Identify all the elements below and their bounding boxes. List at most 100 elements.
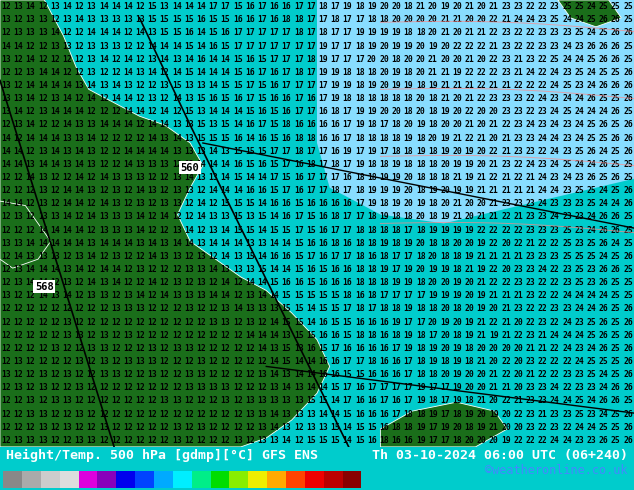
Text: 12: 12 (123, 42, 133, 50)
Text: 12: 12 (148, 212, 157, 221)
Text: 16: 16 (245, 15, 255, 24)
Text: 15: 15 (306, 436, 316, 445)
Text: 18: 18 (452, 252, 462, 261)
Text: 17: 17 (404, 383, 413, 392)
Text: 12: 12 (25, 107, 36, 116)
Text: 15: 15 (269, 107, 279, 116)
Text: 26: 26 (586, 147, 596, 156)
Text: 12: 12 (135, 370, 145, 379)
Text: 12: 12 (135, 278, 145, 287)
Text: 16: 16 (281, 94, 292, 103)
Text: 23: 23 (562, 68, 572, 77)
Text: 20: 20 (404, 55, 413, 64)
Text: 14: 14 (160, 55, 169, 64)
Text: 16: 16 (281, 107, 292, 116)
Text: 19: 19 (452, 344, 462, 353)
Text: 26: 26 (623, 133, 633, 143)
Text: 13: 13 (221, 147, 230, 156)
Text: 25: 25 (586, 331, 596, 340)
Text: 14: 14 (1, 199, 11, 208)
Text: 24: 24 (574, 94, 584, 103)
Text: 23: 23 (550, 28, 560, 37)
Text: 20: 20 (428, 28, 437, 37)
Text: 12: 12 (172, 331, 182, 340)
Text: 22: 22 (550, 278, 560, 287)
Text: 17: 17 (440, 410, 450, 418)
Text: 14: 14 (74, 239, 84, 247)
Text: 21: 21 (501, 383, 511, 392)
Text: 16: 16 (294, 160, 304, 169)
Text: 22: 22 (526, 81, 535, 90)
Text: 16: 16 (281, 212, 292, 221)
Text: 23: 23 (550, 252, 560, 261)
Text: 12: 12 (87, 265, 96, 274)
Text: 12: 12 (74, 344, 84, 353)
Text: 25: 25 (562, 252, 572, 261)
Text: 23: 23 (526, 383, 535, 392)
Text: 16: 16 (245, 121, 255, 129)
Text: 13: 13 (135, 265, 145, 274)
Text: 25: 25 (623, 239, 633, 247)
Text: 18: 18 (428, 121, 437, 129)
Text: 15: 15 (221, 133, 230, 143)
Text: 16: 16 (342, 344, 353, 353)
Text: 16: 16 (330, 121, 340, 129)
Text: 16: 16 (318, 357, 328, 366)
Text: 18: 18 (379, 133, 389, 143)
Text: 13: 13 (1, 291, 11, 300)
Text: 17: 17 (306, 2, 316, 11)
Text: 16: 16 (294, 121, 304, 129)
Text: 22: 22 (514, 81, 523, 90)
Text: 16: 16 (330, 357, 340, 366)
Text: 26: 26 (598, 55, 609, 64)
Text: 17: 17 (342, 304, 353, 314)
Text: 18: 18 (416, 133, 425, 143)
Text: 15: 15 (342, 318, 353, 326)
Text: 17: 17 (318, 173, 328, 182)
Text: 14: 14 (50, 107, 60, 116)
Text: 26: 26 (623, 344, 633, 353)
Text: 13: 13 (74, 383, 84, 392)
Text: 23: 23 (586, 278, 596, 287)
Text: 12: 12 (1, 2, 11, 11)
Text: 26: 26 (623, 410, 633, 418)
Text: 15: 15 (245, 147, 255, 156)
Text: 13: 13 (111, 199, 120, 208)
Text: 19: 19 (355, 28, 365, 37)
Text: 13: 13 (62, 160, 72, 169)
Text: 14: 14 (38, 68, 48, 77)
Text: 24: 24 (574, 55, 584, 64)
Text: 18: 18 (330, 239, 340, 247)
Text: 12: 12 (111, 318, 120, 326)
Text: 15: 15 (257, 265, 267, 274)
Text: 13: 13 (257, 304, 267, 314)
Text: 23: 23 (562, 304, 572, 314)
Text: 22: 22 (477, 94, 486, 103)
Text: 17: 17 (306, 107, 316, 116)
Text: 20: 20 (391, 107, 401, 116)
Text: 18: 18 (379, 94, 389, 103)
Text: 21: 21 (514, 186, 523, 195)
Text: 14: 14 (172, 42, 182, 50)
Text: 18: 18 (367, 278, 377, 287)
Text: 23: 23 (562, 410, 572, 418)
Text: 18: 18 (379, 278, 389, 287)
Text: 21: 21 (489, 199, 499, 208)
Text: 26: 26 (611, 265, 621, 274)
Text: 14: 14 (123, 68, 133, 77)
Text: 23: 23 (550, 225, 560, 235)
Text: 18: 18 (367, 225, 377, 235)
Text: 17: 17 (281, 68, 292, 77)
Text: 14: 14 (13, 252, 23, 261)
Text: 16: 16 (318, 121, 328, 129)
Text: 12: 12 (184, 252, 194, 261)
Text: 15: 15 (209, 133, 218, 143)
Text: 24: 24 (562, 94, 572, 103)
Text: 22: 22 (514, 331, 523, 340)
Text: 15: 15 (184, 107, 194, 116)
Text: 21: 21 (514, 396, 523, 405)
Text: 13: 13 (197, 107, 206, 116)
Text: 26: 26 (598, 396, 609, 405)
Text: 12: 12 (160, 173, 169, 182)
Text: 22: 22 (514, 42, 523, 50)
